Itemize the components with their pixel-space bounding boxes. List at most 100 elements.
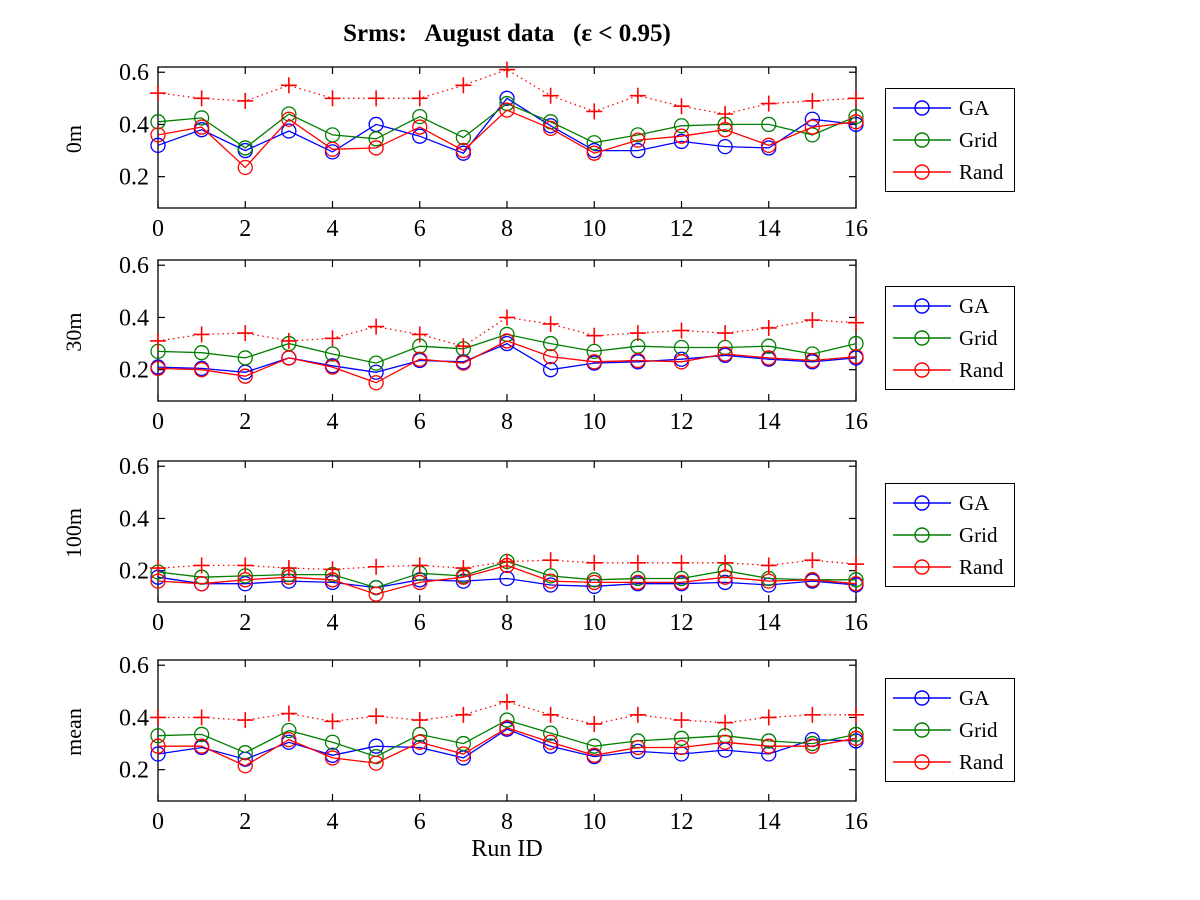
marker-circle-Rand (673, 739, 690, 756)
y-axis-label-0m: 0m (61, 124, 86, 154)
marker-circle-Rand (630, 352, 646, 369)
marker-circle-Rand (368, 140, 384, 156)
marker-circle-Rand (324, 141, 341, 157)
x-tick-label: 10 (582, 610, 606, 636)
series-line-GA-30m (157, 342, 857, 373)
x-tick-label: 4 (327, 610, 339, 636)
legend-label-grid: Grid (959, 325, 998, 350)
legend-ga-sample-icon (893, 100, 951, 116)
y-tick-label: 0.2 (119, 165, 149, 191)
marker-circle-Rand (717, 346, 733, 362)
legend-rand-sample-icon (893, 559, 951, 575)
y-tick-label: 0.2 (119, 758, 149, 784)
plot-box-0m (157, 66, 857, 209)
y-axis-label-mean: mean (61, 708, 86, 756)
marker-circle-Rand (412, 119, 428, 135)
marker-circle-Rand (804, 738, 821, 754)
marker-circle-Grid (237, 745, 253, 761)
legend-label-rand: Rand (959, 357, 1004, 382)
marker-circle-Rand (630, 574, 646, 591)
marker-circle-Rand (368, 755, 384, 771)
marker-circle-Grid (848, 572, 864, 588)
marker-circle-Grid (193, 726, 210, 743)
marker-circle-Grid (586, 343, 602, 360)
legend-entry-ga: GA (891, 682, 1014, 714)
x-axis-label: Run ID (471, 836, 543, 862)
marker-circle-Rand (586, 574, 602, 591)
series-line-GA-0m (157, 97, 857, 154)
marker-circle-GA (412, 128, 428, 144)
series-line-Rand-30m (157, 340, 857, 384)
y-tick-label: 0.6 (119, 60, 149, 86)
series-line-GA-100m (157, 576, 857, 589)
marker-circle-Grid (237, 140, 253, 156)
marker-circle-Grid (586, 135, 602, 151)
marker-circle-Grid (804, 127, 821, 143)
marker-circle-Rand (281, 350, 297, 366)
x-tick-label: 8 (501, 610, 513, 636)
marker-circle-Grid (455, 735, 472, 752)
legend-label-grid: Grid (959, 522, 998, 547)
marker-circle-GA (281, 123, 297, 139)
marker-circle-Rand (542, 120, 559, 137)
marker-circle-Rand (412, 351, 428, 367)
marker-circle-Grid (150, 114, 166, 130)
marker-circle-GA (368, 738, 384, 754)
marker-circle-GA (761, 746, 777, 762)
plot-box-mean (157, 659, 857, 802)
x-tick-label: 8 (501, 216, 513, 242)
y-axis-label-30m: 30m (61, 312, 86, 352)
marker-circle-Rand (542, 734, 559, 750)
marker-circle-Rand (673, 354, 690, 370)
x-tick-label: 10 (582, 409, 606, 435)
marker-circle-Rand (761, 738, 777, 754)
plot-box-100m (157, 460, 857, 603)
marker-circle-Rand (193, 119, 210, 135)
marker-circle-GA (499, 90, 515, 106)
legend-box-mean: GA Grid Rand (885, 678, 1015, 782)
legend-label-ga: GA (959, 685, 990, 710)
marker-circle-Rand (412, 574, 428, 591)
marker-circle-Grid (848, 335, 864, 352)
marker-circle-Grid (542, 725, 559, 741)
series-line-dotted-plus-0m (157, 68, 857, 115)
marker-circle-Rand (324, 359, 341, 375)
legend-grid-sample-icon (893, 132, 951, 148)
x-tick-label: 16 (844, 809, 868, 835)
legend-label-ga: GA (959, 95, 990, 120)
marker-circle-Rand (804, 352, 821, 369)
marker-circle-Grid (673, 730, 690, 746)
marker-circle-GA (412, 739, 428, 756)
marker-circle-Rand (542, 573, 559, 589)
marker-circle-Rand (150, 360, 166, 377)
marker-circle-Rand (412, 734, 428, 750)
y-tick-label: 0.6 (119, 454, 149, 480)
marker-circle-Rand (630, 132, 646, 148)
legend-entry-ga: GA (891, 487, 1014, 519)
marker-circle-Grid (324, 734, 341, 750)
marker-circle-Grid (193, 345, 210, 361)
marker-circle-Rand (455, 142, 472, 159)
marker-circle-Rand (237, 368, 253, 384)
marker-circle-Rand (150, 127, 166, 143)
y-tick-label: 0.4 (119, 705, 149, 731)
x-tick-label: 6 (414, 216, 426, 242)
legend-entry-grid: Grid (891, 322, 1014, 354)
marker-circle-Rand (499, 102, 515, 118)
series-line-Grid-mean (157, 719, 857, 758)
legend-ga-sample-icon (893, 495, 951, 511)
plot-box-30m (157, 259, 857, 402)
x-tick-label: 8 (501, 409, 513, 435)
marker-circle-Grid (281, 722, 297, 739)
marker-circle-Grid (848, 108, 864, 125)
marker-circle-Grid (368, 355, 384, 371)
x-tick-label: 2 (239, 610, 251, 636)
x-tick-label: 14 (757, 809, 781, 835)
marker-circle-Rand (455, 355, 472, 371)
marker-circle-Grid (455, 129, 472, 146)
marker-circle-Rand (499, 720, 515, 736)
marker-circle-Rand (717, 122, 733, 138)
legend-entry-ga: GA (891, 290, 1014, 322)
marker-circle-Rand (804, 572, 821, 588)
y-tick-label: 0.4 (119, 112, 149, 138)
